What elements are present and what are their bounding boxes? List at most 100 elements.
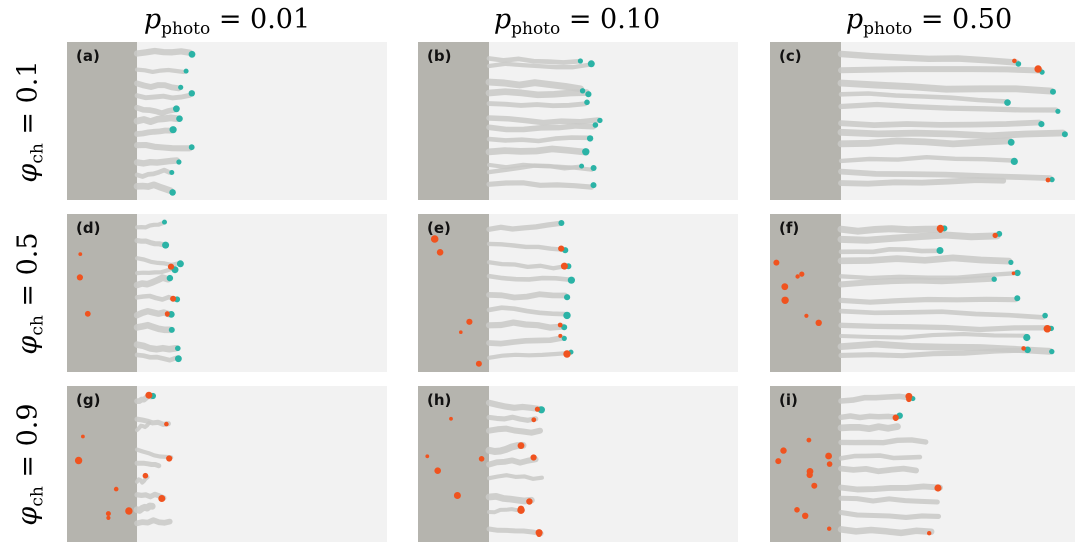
orange-particle xyxy=(145,391,153,399)
growth-trail xyxy=(134,266,176,276)
growth-trail xyxy=(133,47,194,57)
teal-particle xyxy=(561,335,567,341)
teal-particle xyxy=(1049,348,1055,355)
teal-particle xyxy=(1038,121,1045,128)
orange-particle xyxy=(827,526,832,531)
trails-layer xyxy=(775,392,943,537)
growth-trail xyxy=(134,80,182,92)
wall-region xyxy=(770,214,841,372)
orange-particle xyxy=(1034,65,1042,73)
panel-h: (h) xyxy=(418,386,738,542)
teal-particle xyxy=(176,260,184,268)
orange-particle xyxy=(531,417,537,423)
growth-trail xyxy=(838,247,941,255)
growth-trail xyxy=(837,225,946,235)
teal-particle xyxy=(1014,295,1021,302)
panel-b: (b) xyxy=(418,42,738,200)
growth-trail xyxy=(486,350,572,360)
orange-particle xyxy=(436,249,444,256)
orange-particle xyxy=(164,311,170,317)
growth-trail xyxy=(838,296,1018,305)
teal-particle xyxy=(936,247,944,254)
growth-trail xyxy=(838,322,1052,333)
teal-particle xyxy=(590,182,597,189)
orange-particle xyxy=(557,322,563,328)
orange-particle xyxy=(125,507,133,515)
teal-particle xyxy=(558,220,565,226)
row-header-1: φch = 0.1 xyxy=(12,59,48,183)
growth-trail xyxy=(134,92,193,101)
orange-particle xyxy=(893,415,899,421)
growth-trail xyxy=(838,271,1018,281)
growth-trail xyxy=(485,88,590,99)
column-header-1: pphoto = 0.01 xyxy=(143,4,311,39)
growth-trail xyxy=(134,447,174,460)
orange-particle xyxy=(76,274,83,281)
row-header-3: φch = 0.9 xyxy=(12,402,48,526)
orange-particle xyxy=(825,452,832,460)
growth-trail xyxy=(838,453,923,461)
teal-particle xyxy=(564,294,571,301)
orange-particle xyxy=(1044,326,1050,332)
orange-particle xyxy=(475,360,482,367)
orange-particle xyxy=(937,226,944,232)
growth-trail xyxy=(838,91,1008,104)
panel-label: (h) xyxy=(427,391,452,409)
teal-particle xyxy=(175,355,182,363)
growth-trail xyxy=(486,260,569,271)
orange-particle xyxy=(780,447,787,454)
growth-trail xyxy=(838,413,901,421)
orange-particle xyxy=(142,472,149,479)
growth-trail xyxy=(134,420,152,433)
orange-particle xyxy=(453,492,461,499)
wall-region xyxy=(67,214,137,372)
growth-trail xyxy=(133,308,173,319)
teal-particle xyxy=(1007,138,1015,146)
growth-trail xyxy=(486,335,566,347)
growth-trail xyxy=(838,465,919,475)
panel-label: (i) xyxy=(779,391,798,409)
orange-particle xyxy=(164,421,169,427)
growth-trail xyxy=(485,145,588,156)
growth-trail xyxy=(838,347,1029,359)
growth-trail xyxy=(485,493,535,505)
orange-particle xyxy=(536,531,542,537)
panel-c: (c) xyxy=(770,42,1075,200)
orange-particle xyxy=(84,310,91,317)
growth-trail xyxy=(134,352,179,363)
growth-trail xyxy=(133,114,181,125)
orange-particle xyxy=(781,283,789,291)
teal-particle xyxy=(176,115,183,122)
orange-particle xyxy=(794,507,800,513)
trails-layer xyxy=(837,50,1068,187)
trails-layer xyxy=(76,219,184,363)
growth-trail xyxy=(133,274,172,289)
orange-particle xyxy=(466,318,473,325)
growth-trail xyxy=(134,517,173,527)
growth-trail xyxy=(134,293,178,302)
growth-trail xyxy=(486,123,597,133)
orange-particle xyxy=(811,482,818,489)
orange-particle xyxy=(558,333,563,338)
growth-trail xyxy=(486,115,601,126)
orange-particle xyxy=(1012,58,1017,64)
orange-particle xyxy=(806,471,813,479)
growth-trail xyxy=(837,275,996,288)
wall-region xyxy=(770,42,841,200)
teal-particle xyxy=(162,219,167,225)
teal-particle xyxy=(169,170,175,175)
panel-label: (c) xyxy=(779,47,802,65)
growth-trail xyxy=(133,141,193,152)
orange-particle xyxy=(526,498,533,505)
panel-label: (f) xyxy=(779,219,800,237)
growth-trail xyxy=(133,181,174,195)
growth-trail xyxy=(838,509,942,520)
orange-particle xyxy=(795,274,800,279)
teal-particle xyxy=(188,144,195,151)
teal-particle xyxy=(579,88,586,94)
teal-particle xyxy=(1049,176,1055,183)
growth-trail xyxy=(837,254,1013,265)
wall-region xyxy=(418,42,489,200)
teal-particle xyxy=(188,90,195,97)
teal-particle xyxy=(188,50,196,58)
